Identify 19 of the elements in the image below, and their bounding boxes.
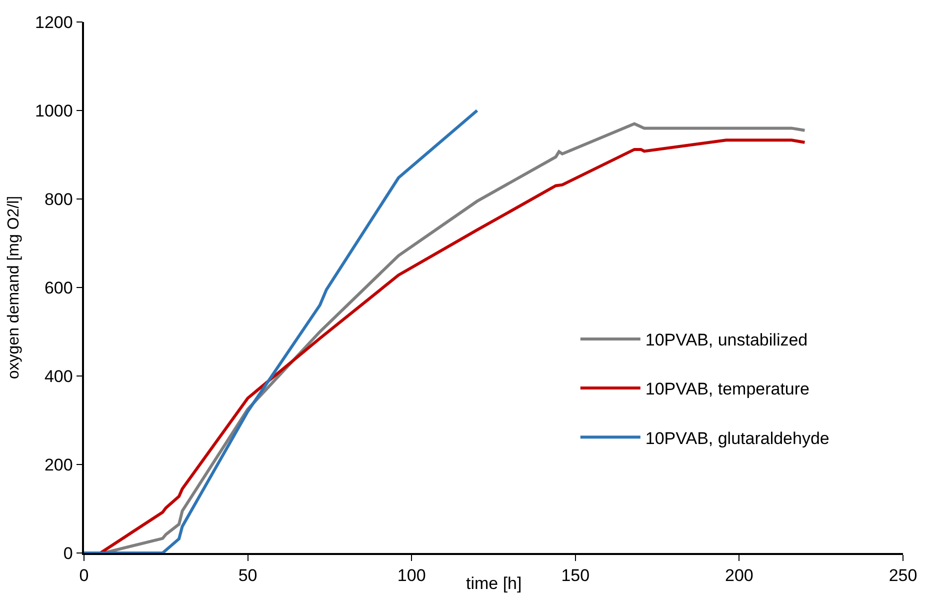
- line-series: [84, 109, 479, 553]
- x-tick-label: 100: [397, 566, 426, 586]
- y-tick-label: 0: [63, 544, 73, 563]
- x-tick-label: 200: [725, 566, 754, 586]
- y-tick-label: 400: [44, 366, 73, 386]
- x-tick-label: 250: [888, 566, 918, 586]
- y-tick-label: 800: [44, 190, 73, 209]
- legend-label: 10PVAB, unstabilized: [645, 330, 808, 350]
- x-tick-label: 0: [79, 566, 89, 586]
- legend-label: 10PVAB, temperature: [645, 380, 810, 399]
- y-tick-label: 600: [44, 278, 73, 298]
- y-tick-label: 200: [44, 455, 73, 474]
- x-tick-label: 50: [238, 566, 258, 586]
- y-tick-label: 1000: [35, 101, 73, 120]
- legend-label: 10PVAB, glutaraldehyde: [645, 428, 830, 448]
- y-tick-label: 1200: [35, 12, 73, 32]
- y-axis-title: oxygen demand [mg O2/l]: [5, 196, 22, 380]
- x-axis-title: time [h]: [466, 574, 522, 593]
- x-tick-label: 150: [561, 566, 590, 586]
